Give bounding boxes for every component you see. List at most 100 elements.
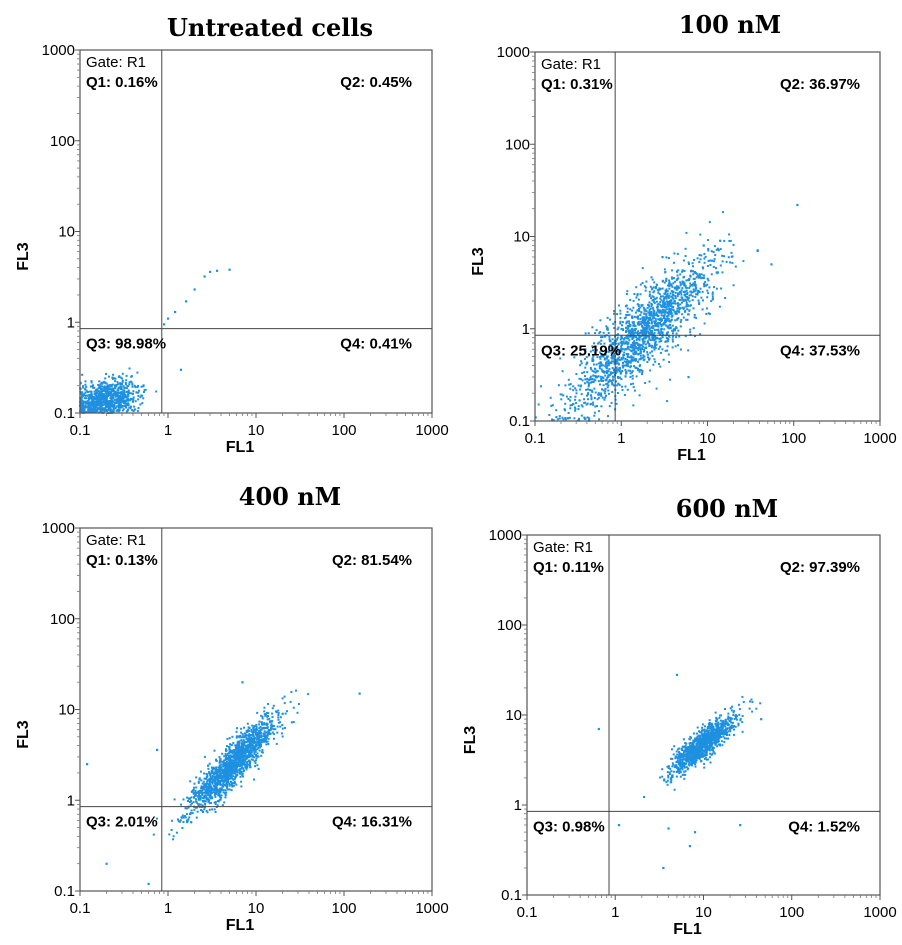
data-point	[734, 725, 737, 728]
data-point	[534, 416, 537, 419]
data-point	[240, 762, 242, 765]
data-point	[715, 716, 718, 719]
data-point	[129, 399, 132, 402]
data-point	[641, 345, 644, 348]
data-point	[116, 381, 119, 384]
data-point	[688, 263, 690, 265]
data-point	[637, 323, 640, 326]
data-point	[692, 307, 695, 310]
data-point	[196, 801, 198, 804]
data-point	[261, 723, 263, 726]
data-point	[679, 284, 682, 287]
data-point	[121, 372, 124, 375]
data-point	[639, 314, 642, 316]
data-point	[658, 340, 661, 343]
data-point	[551, 418, 553, 421]
data-point	[555, 416, 558, 418]
data-point	[242, 744, 244, 747]
data-point	[114, 395, 117, 398]
data-point	[118, 391, 121, 394]
data-point	[677, 293, 680, 296]
data-point	[120, 396, 123, 399]
data-point	[238, 765, 241, 768]
data-point	[112, 373, 115, 376]
data-point	[613, 369, 615, 372]
data-point	[95, 401, 98, 404]
data-point	[627, 341, 630, 344]
data-point	[133, 384, 136, 387]
data-point	[265, 738, 268, 741]
data-point	[593, 378, 596, 381]
data-point	[198, 793, 201, 796]
data-point	[284, 712, 287, 715]
data-point	[673, 277, 675, 280]
data-point	[669, 301, 672, 304]
data-point	[80, 392, 83, 395]
data-point	[102, 395, 105, 398]
data-point	[585, 388, 588, 391]
data-point	[627, 355, 630, 358]
data-point	[222, 791, 225, 794]
data-point	[207, 790, 210, 793]
data-point	[646, 326, 649, 329]
data-point	[209, 791, 212, 794]
data-point	[700, 276, 702, 279]
data-point	[90, 396, 93, 399]
data-point	[717, 743, 720, 746]
data-point	[132, 396, 135, 399]
data-point	[589, 378, 592, 381]
data-point	[676, 309, 679, 312]
data-point	[664, 305, 667, 308]
data-point	[666, 400, 669, 403]
data-point	[595, 349, 598, 352]
data-point	[108, 375, 110, 378]
data-point	[256, 732, 259, 735]
data-point	[87, 404, 90, 407]
data-point	[637, 360, 639, 363]
data-point	[228, 767, 230, 770]
data-point	[245, 754, 248, 757]
data-point	[245, 755, 248, 758]
data-point	[623, 342, 626, 345]
data-point	[107, 402, 110, 404]
data-point	[666, 302, 669, 305]
data-point	[231, 759, 234, 762]
data-point	[240, 754, 243, 756]
data-point	[121, 409, 124, 412]
data-point	[659, 310, 662, 313]
data-point	[705, 749, 708, 752]
scatter-points	[597, 673, 763, 870]
data-point	[201, 800, 204, 803]
data-point	[599, 351, 601, 354]
data-point	[671, 269, 673, 272]
data-point	[197, 804, 200, 807]
data-point	[110, 391, 112, 394]
data-point	[232, 742, 235, 744]
data-point	[187, 800, 189, 802]
data-point	[239, 775, 242, 778]
data-point	[140, 385, 143, 388]
data-point	[624, 368, 627, 371]
data-point	[81, 410, 84, 413]
data-point	[567, 412, 570, 414]
data-point	[707, 239, 710, 241]
data-point	[182, 821, 185, 823]
data-point	[276, 725, 279, 728]
data-point	[628, 320, 630, 323]
data-point	[265, 731, 267, 734]
data-point	[709, 259, 712, 262]
data-point	[651, 354, 654, 357]
data-point	[131, 400, 134, 403]
data-point	[694, 295, 697, 298]
data-point	[657, 332, 660, 335]
data-point	[82, 386, 85, 389]
data-point	[104, 392, 107, 395]
data-point	[258, 720, 261, 723]
data-point	[672, 261, 675, 264]
data-point	[645, 326, 648, 329]
data-point	[228, 737, 231, 740]
data-point	[215, 775, 218, 778]
data-point	[619, 372, 622, 375]
data-point	[644, 330, 647, 333]
data-point	[231, 771, 234, 774]
